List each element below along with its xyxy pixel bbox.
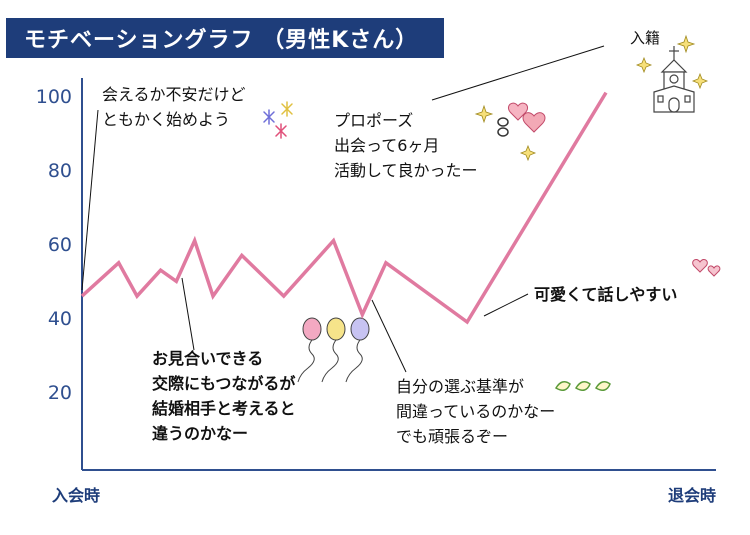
church-icon (653, 46, 695, 113)
leader-propose (431, 45, 605, 101)
balloons-icon (297, 317, 370, 383)
leader-start (81, 109, 99, 291)
leader-kawaii (483, 293, 529, 317)
y-tick-label: 60 (47, 234, 72, 256)
series-layer (80, 91, 608, 325)
chart-title: モチベーショングラフ （男性Kさん） (24, 28, 419, 53)
annotation-propose: プロポーズ 出会って6ヶ月 活動して良かったー (334, 111, 478, 180)
chart-title-bar: モチベーショングラフ （男性Kさん） (6, 18, 444, 58)
motivation-line (80, 91, 608, 325)
sparkle-icon (263, 101, 293, 139)
star-sparkles-icon (474, 34, 709, 162)
y-tick-label: 20 (47, 382, 72, 404)
y-tick-label: 40 (47, 308, 72, 330)
x-end-label: 退会時 (668, 486, 717, 505)
annotation-start: 会えるか不安だけど ともかく始めよう (102, 85, 246, 129)
annotation-leaders (81, 45, 605, 373)
annotation-nyuseki: 入籍 (630, 29, 661, 47)
y-tick-label: 100 (35, 86, 72, 108)
annotation-kijun: 自分の選ぶ基準が 間違っているのかなー でも頑張るぞー (396, 377, 556, 446)
x-start-label: 入会時 (52, 486, 101, 505)
rings-icon (497, 117, 509, 137)
annotation-kawaii: 可愛くて話しやすい (534, 285, 678, 304)
leaves-icon (554, 381, 611, 391)
annotation-omiai: お見合いできる 交際にもつながるが 結婚相手と考えると 違うのかなー (152, 349, 296, 443)
y-tick-label: 80 (47, 160, 72, 182)
leader-omiai (181, 277, 195, 351)
hearts-icon (507, 102, 721, 277)
leader-kijun (371, 299, 407, 373)
